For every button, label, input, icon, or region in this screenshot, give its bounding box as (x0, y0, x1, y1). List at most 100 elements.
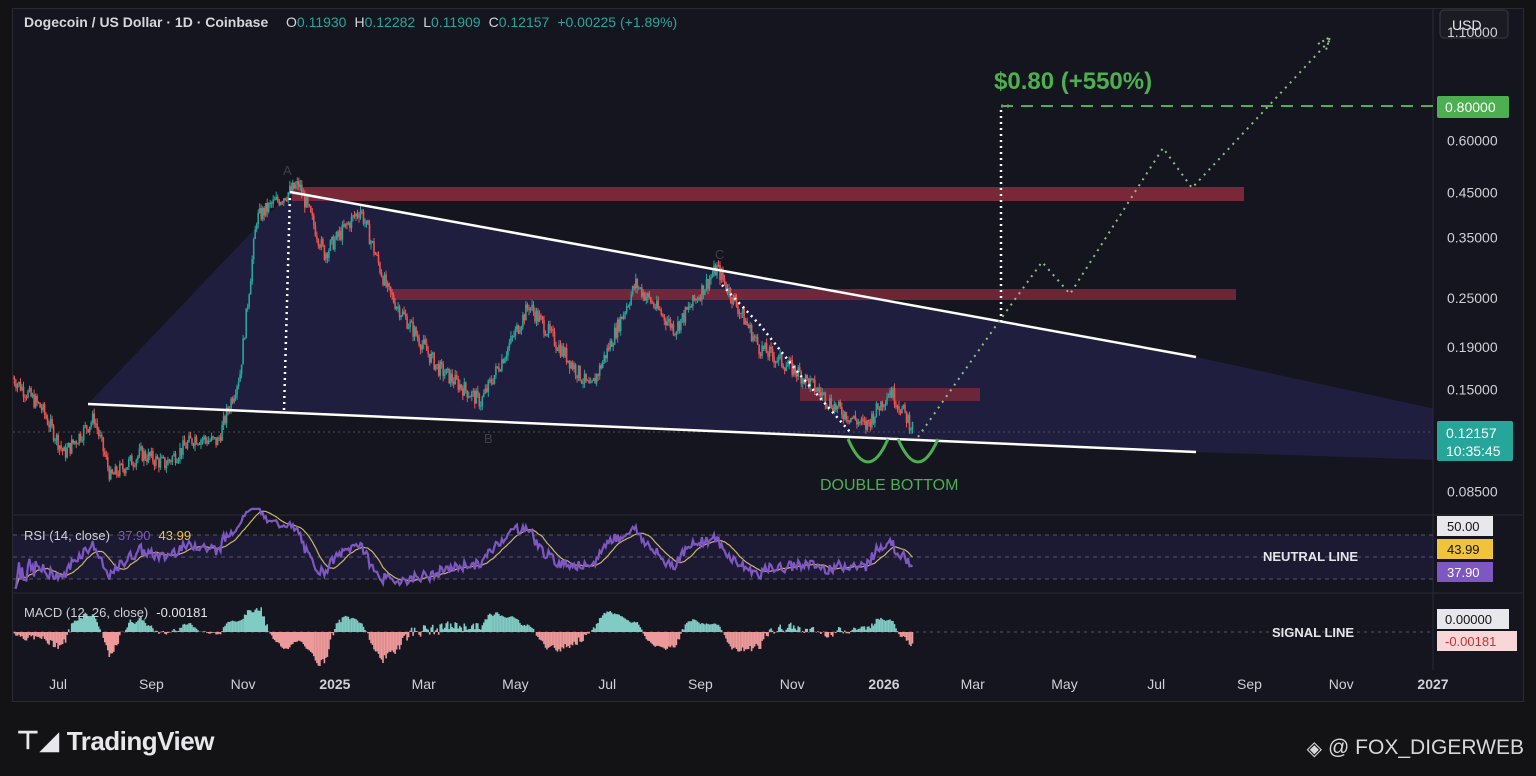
candle-body (650, 297, 652, 303)
rsi-line (14, 507, 914, 589)
macd-histogram-bar (267, 631, 270, 632)
candle-body (520, 326, 523, 331)
macd-histogram-bar (758, 632, 760, 649)
candle-body (698, 297, 700, 301)
macd-histogram-bar (496, 612, 499, 632)
macd-histogram-bar (847, 632, 849, 634)
candle-body (383, 274, 386, 286)
candle-body (785, 366, 787, 371)
candle-body (689, 306, 691, 308)
candle-body (660, 310, 663, 315)
candle-body (604, 355, 607, 359)
candle-body (807, 378, 810, 388)
rsi-band (13, 535, 1433, 579)
candle-body (735, 297, 738, 307)
macd-histogram-bar (135, 622, 138, 632)
macd-histogram-bar (21, 632, 23, 637)
macd-histogram-bar (117, 632, 120, 644)
macd-histogram-bar (780, 629, 783, 632)
candle-body (835, 404, 837, 410)
macd-histogram-bar (76, 620, 79, 632)
candle-body (504, 358, 506, 364)
macd-histogram-bar (462, 631, 464, 632)
macd-histogram-bar (555, 632, 557, 651)
macd-histogram-bar (243, 614, 246, 632)
candle-body (362, 211, 365, 224)
candle-body (671, 324, 673, 328)
macd-histogram-bar (579, 632, 581, 642)
candle-body (225, 407, 228, 424)
candle-body (170, 460, 172, 462)
candle-body (884, 404, 887, 406)
time-axis[interactable]: Jul Sep Nov 2025 Mar May Jul Sep Nov 2026 Mar May Ju… (49, 676, 1449, 692)
macd-histogram-bar (583, 632, 586, 635)
candle-body (267, 203, 270, 212)
candle-body (908, 415, 911, 431)
price-tick-label: 0.35000 (1447, 230, 1498, 246)
currency-button-label: USD (1452, 17, 1482, 33)
candle-body (421, 344, 423, 350)
macd-histogram-bar (25, 632, 28, 641)
macd-histogram-bar (744, 632, 747, 650)
price-axis[interactable]: 1.10000 0.60000 0.45000 0.35000 0.25000 0.190… (1447, 24, 1498, 500)
macd-histogram-bar (618, 614, 620, 632)
candle-body (549, 324, 551, 331)
macd-histogram-bar (480, 629, 482, 632)
candle-body (597, 374, 599, 376)
macd-histogram-bar (735, 632, 738, 649)
macd-histogram-bar (51, 632, 53, 641)
candle-body (212, 436, 214, 438)
macd-histogram-bar (258, 610, 261, 632)
macd-histogram-bar (513, 617, 515, 632)
macd-histogram-bar (436, 628, 438, 632)
macd-histogram-bar (85, 613, 88, 632)
macd-histogram-bar (213, 632, 216, 633)
candle-body (233, 397, 235, 403)
macd-histogram-bar (844, 630, 846, 632)
macd-histogram-bar (125, 629, 127, 632)
macd-histogram-bar (591, 629, 593, 632)
macd-histogram-bar (809, 628, 811, 632)
currency-button[interactable] (1439, 9, 1509, 39)
macd-histogram-bar (532, 628, 535, 632)
macd-histogram-bar (469, 628, 472, 632)
candle-body (460, 384, 463, 389)
macd-histogram-bar (386, 632, 389, 654)
macd-histogram-bar (792, 625, 795, 632)
candle-body (323, 245, 326, 260)
candle-body (346, 223, 348, 225)
candle-body (332, 236, 335, 250)
candle-body (186, 441, 189, 449)
macd-histogram-bar (302, 632, 305, 644)
tradingview-logo[interactable]: ⊤◢ TradingView (16, 724, 214, 758)
candle-body (433, 352, 435, 370)
macd-histogram-bar (362, 626, 365, 632)
macd-histogram-bar (425, 628, 428, 632)
macd-histogram-bar (531, 627, 533, 632)
macd-histogram-bar (167, 632, 169, 633)
macd-histogram-bar (582, 632, 584, 641)
macd-histogram-bar (779, 624, 781, 632)
candle-body (60, 445, 62, 449)
macd-histogram-bar (875, 618, 878, 632)
macd-histogram-bar (419, 632, 422, 637)
candle-body (889, 390, 891, 396)
candle-body (126, 467, 129, 470)
macd-histogram-bar (471, 625, 473, 632)
macd-histogram-bar (588, 632, 590, 634)
macd-histogram-bar (561, 632, 563, 648)
candle-body (842, 414, 845, 419)
macd-histogram-bar (22, 632, 25, 639)
candle-body (853, 415, 855, 418)
macd-histogram-bar (788, 624, 790, 632)
candle-body (224, 416, 226, 424)
candle-body (732, 294, 735, 304)
macd-histogram-bar (231, 620, 234, 632)
macd-histogram-bar (66, 632, 68, 635)
candle-body (418, 338, 420, 346)
macd-histogram-bar (60, 632, 62, 645)
candle-body (546, 334, 548, 336)
candle-body (270, 202, 273, 204)
macd-histogram-bar (155, 630, 157, 632)
